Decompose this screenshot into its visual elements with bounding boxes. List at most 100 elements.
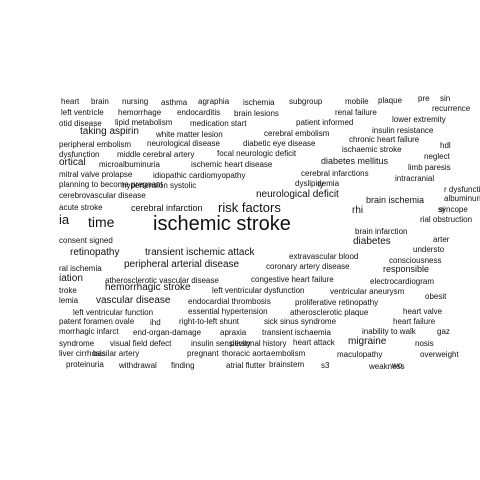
cloud-word: plaque xyxy=(378,95,403,105)
cloud-word: liver cirrhosis xyxy=(59,348,106,358)
cloud-word: ischemia xyxy=(243,97,275,107)
cloud-word: r dysfunction xyxy=(444,184,480,194)
cloud-word: dysfunction xyxy=(59,149,100,159)
cloud-word: inability to walk xyxy=(362,326,416,336)
cloud-word: atherosclerotic plaque xyxy=(290,307,369,317)
cloud-word: proteinuria xyxy=(66,359,104,369)
cloud-word: peripheral arterial disease xyxy=(124,259,240,270)
cloud-word: diabetes mellitus xyxy=(321,155,389,166)
cloud-word: diabetes xyxy=(353,236,391,247)
cloud-word: vascular disease xyxy=(96,295,171,306)
cloud-word: finding xyxy=(171,360,195,370)
cloud-word: consent signed xyxy=(59,235,113,245)
cloud-word: chronic heart failure xyxy=(349,134,420,144)
cloud-word: brain ischemia xyxy=(366,194,425,205)
cloud-word: transient ischemic attack xyxy=(145,247,255,258)
cloud-word: heart attack xyxy=(293,337,335,347)
cloud-word: ihd xyxy=(150,317,161,327)
cloud-word: proliferative retinopathy xyxy=(295,297,379,307)
cloud-word: cerebral infarction xyxy=(131,202,203,213)
cloud-word: electrocardiogram xyxy=(370,276,435,286)
cloud-word: insulin sensitivity xyxy=(191,338,251,348)
cloud-word: focal neurologic deficit xyxy=(217,148,297,158)
cloud-word: hemorrhagic stroke xyxy=(105,282,191,293)
cloud-word: lipid metabolism xyxy=(115,117,173,127)
cloud-word: rhi xyxy=(352,205,364,216)
cloud-word: atherosclerotic vascular disease xyxy=(105,275,219,285)
cloud-word: taking aspirin xyxy=(80,126,139,137)
cloud-word: ischemic heart disease xyxy=(191,159,273,169)
cloud-word: extravascular blood xyxy=(289,251,359,261)
cloud-word: heart xyxy=(61,96,80,106)
cloud-word: transient ischaemia xyxy=(262,327,331,337)
cloud-word: white matter lesion xyxy=(156,129,223,139)
cloud-word: sick sinus syndrome xyxy=(264,316,337,326)
cloud-word: ischaemic stroke xyxy=(342,144,402,154)
cloud-word: patient informed xyxy=(296,117,354,127)
cloud-word: intracranial xyxy=(395,173,435,183)
cloud-word: retinopathy xyxy=(70,247,120,258)
cloud-word: wo xyxy=(392,360,403,370)
cloud-word: ly xyxy=(318,179,324,189)
cloud-word: s3 xyxy=(321,360,330,370)
cloud-word: diabetic eye disease xyxy=(243,138,316,148)
cloud-word: hypertension systolic xyxy=(122,180,197,190)
cloud-word: nursing xyxy=(122,96,149,106)
cloud-word: pre xyxy=(418,93,430,103)
cloud-word: visual field defect xyxy=(110,338,172,348)
cloud-word: insulin resistance xyxy=(372,125,434,135)
cloud-word: renal failure xyxy=(335,107,377,117)
cloud-word: nosis xyxy=(415,338,434,348)
cloud-word: lemia xyxy=(59,295,79,305)
cloud-word: withdrawal xyxy=(119,360,157,370)
cloud-word: ventricular aneurysm xyxy=(330,286,405,296)
cloud-word: otid disease xyxy=(59,118,102,128)
cloud-word: brain infarction xyxy=(355,226,408,236)
cloud-word: end-organ-damage xyxy=(133,327,202,337)
cloud-word: pregnant xyxy=(187,348,219,358)
cloud-word: microalbuminuria xyxy=(99,159,160,169)
cloud-word: albuminuria xyxy=(444,193,480,203)
cloud-word: idiopathic cardiomyopathy xyxy=(153,170,246,180)
cloud-word: maculopathy xyxy=(337,349,383,359)
cloud-word: brainstem xyxy=(269,359,305,369)
cloud-word: understo xyxy=(413,244,445,254)
cloud-word: personal history xyxy=(230,338,287,348)
cloud-word: left ventricular dysfunction xyxy=(212,285,305,295)
cloud-word: left ventricular function xyxy=(73,307,154,317)
cloud-word: atrial flutter xyxy=(226,360,266,370)
cloud-word: brain xyxy=(91,96,109,106)
cloud-word: arter xyxy=(433,234,450,244)
cloud-word: coronary artery disease xyxy=(266,261,350,271)
cloud-word: left ventricle xyxy=(61,107,104,117)
cloud-word: heart failure xyxy=(393,316,436,326)
cloud-word: ortical xyxy=(59,157,86,168)
cloud-word: basilar artery xyxy=(93,348,140,358)
cloud-word: limb paresis xyxy=(408,162,451,172)
cloud-word: heart valve xyxy=(403,306,443,316)
cloud-word: syndrome xyxy=(59,338,95,348)
cloud-word: obesit xyxy=(425,291,447,301)
cloud-word: patent foramen ovale xyxy=(59,316,135,326)
cloud-word: cerebral infarctions xyxy=(301,168,369,178)
cloud-word: endocardial thrombosis xyxy=(188,296,271,306)
cloud-word: ral ischemia xyxy=(59,263,102,273)
cloud-word: neurological deficit xyxy=(256,189,339,200)
cloud-word: medication start xyxy=(190,118,247,128)
cloud-word: dyslipidemia xyxy=(295,178,340,188)
cloud-word: congestive heart failure xyxy=(251,274,334,284)
cloud-word: risk factors xyxy=(218,199,281,215)
cloud-word: morrhagic infarct xyxy=(59,326,119,336)
cloud-word: overweight xyxy=(420,349,459,359)
cloud-word: planning to become pregnant xyxy=(59,179,163,189)
cloud-word: recurrence xyxy=(432,103,471,113)
cloud-word: cerebrovascular disease xyxy=(59,190,146,200)
cloud-word: rial obstruction xyxy=(420,214,473,224)
cloud-word: apraxia xyxy=(220,327,247,337)
cloud-word: migraine xyxy=(348,336,387,347)
cloud-word: gaz xyxy=(437,326,450,336)
cloud-word: neglect xyxy=(424,151,450,161)
cloud-word: middle cerebral artery xyxy=(117,149,195,159)
cloud-word: essential hypertension xyxy=(188,306,268,316)
cloud-word: agraphia xyxy=(198,96,230,106)
